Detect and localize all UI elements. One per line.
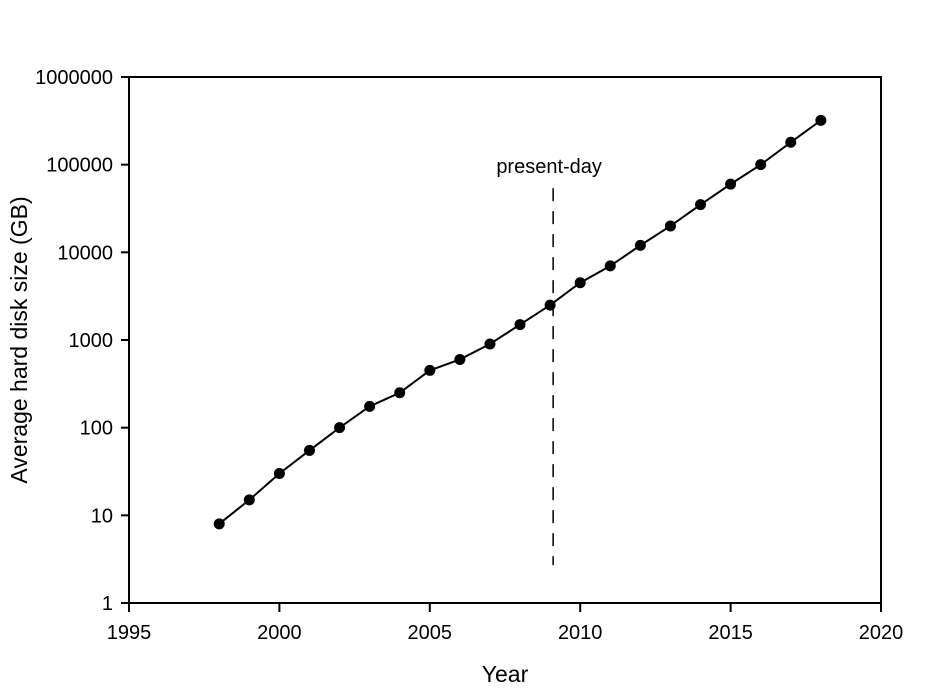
data-point — [725, 178, 737, 190]
data-point — [364, 400, 376, 412]
data-point — [815, 114, 827, 126]
data-point — [544, 299, 556, 311]
data-point — [755, 159, 767, 171]
data-point — [303, 444, 315, 456]
x-tick-label: 2005 — [408, 622, 453, 644]
y-tick-label: 10 — [91, 505, 113, 527]
y-tick-label: 10000 — [57, 242, 113, 264]
data-point — [454, 353, 466, 365]
x-axis-title: Year — [482, 661, 529, 687]
data-point — [514, 319, 526, 331]
data-point — [695, 199, 707, 211]
data-point — [334, 422, 346, 434]
data-point — [394, 387, 406, 399]
y-tick-label: 100 — [80, 418, 113, 440]
y-axis-title: Average hard disk size (GB) — [6, 196, 32, 483]
data-point — [484, 338, 496, 350]
data-point — [424, 364, 436, 376]
x-tick-label: 2010 — [558, 622, 603, 644]
data-point — [574, 277, 586, 289]
y-tick-label: 1000 — [69, 330, 114, 352]
data-point — [634, 239, 646, 251]
x-tick-label: 2020 — [859, 622, 904, 644]
y-tick-label: 100000 — [46, 155, 113, 177]
present-day-label: present-day — [496, 156, 602, 178]
data-point — [604, 260, 616, 272]
data-point — [243, 494, 255, 506]
x-tick-label: 2000 — [257, 622, 302, 644]
data-point — [664, 220, 676, 232]
data-point — [785, 136, 797, 148]
x-tick-label: 1995 — [107, 622, 152, 644]
data-point — [213, 518, 225, 530]
data-point — [273, 468, 285, 480]
y-tick-label: 1000000 — [35, 67, 113, 89]
x-tick-label: 2015 — [708, 622, 753, 644]
y-tick-label: 1 — [102, 593, 113, 615]
